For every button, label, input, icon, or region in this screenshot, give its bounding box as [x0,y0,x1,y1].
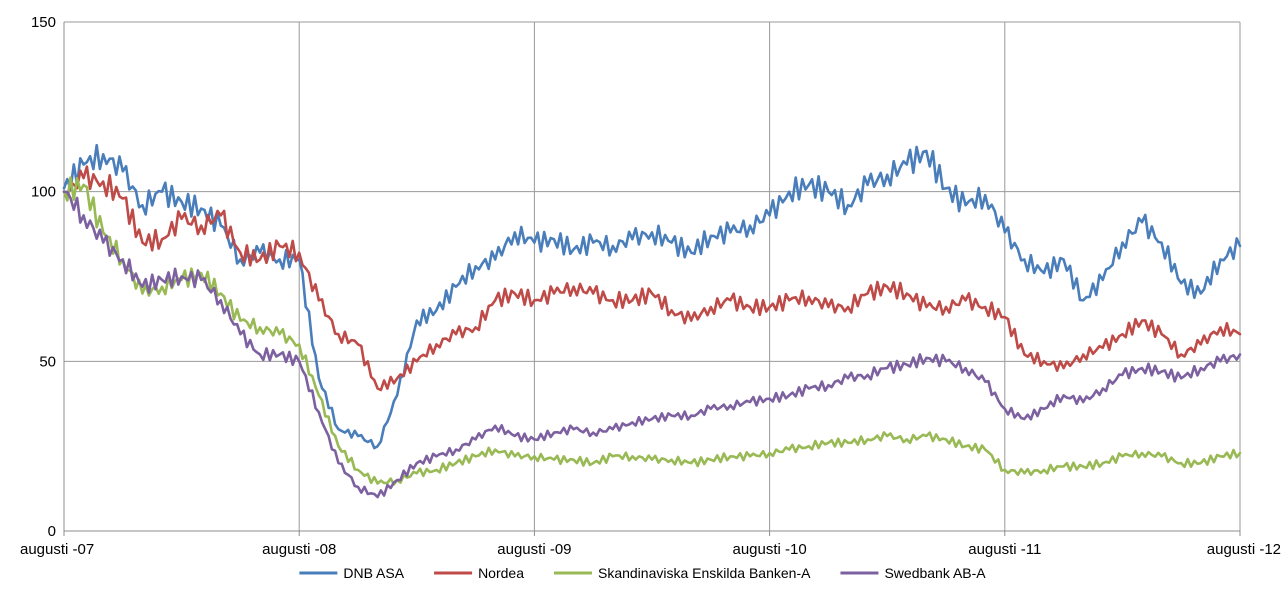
series-lines [62,143,1242,499]
tick-labels: 0 50 100 150 augusti -07 augusti -08 augusti -… [20,14,1281,558]
series-line-nordea [62,165,1242,392]
gridlines [63,21,1241,531]
series-line-swedbank-ab-a [62,190,1242,499]
legend-label-skandinaviska-enskilda-banken-a: Skandinaviska Enskilda Banken-A [598,565,811,581]
x-tick-label: augusti -12 [1207,541,1281,558]
x-tick-label: augusti -07 [20,541,94,558]
legend: DNB ASA Nordea Skandinaviska Enskilda Bank… [299,565,986,581]
legend-label-dnb-asa: DNB ASA [343,565,404,581]
y-tick-label: 100 [31,184,56,201]
x-tick-label: augusti -08 [262,541,336,558]
x-tick-label: augusti -11 [968,541,1041,558]
series-line-dnb-asa [62,143,1242,450]
x-tick-label: augusti -10 [732,541,806,558]
y-tick-label: 0 [48,523,56,540]
series-line-skandinaviska-enskilda-banken-a [62,176,1242,486]
legend-label-nordea: Nordea [478,565,524,581]
y-tick-label: 50 [39,353,56,370]
axes [63,22,1241,536]
legend-label-swedbank-ab-a: Swedbank AB-A [884,565,986,581]
y-tick-label: 150 [31,14,56,31]
x-tick-label: augusti -09 [497,541,571,558]
